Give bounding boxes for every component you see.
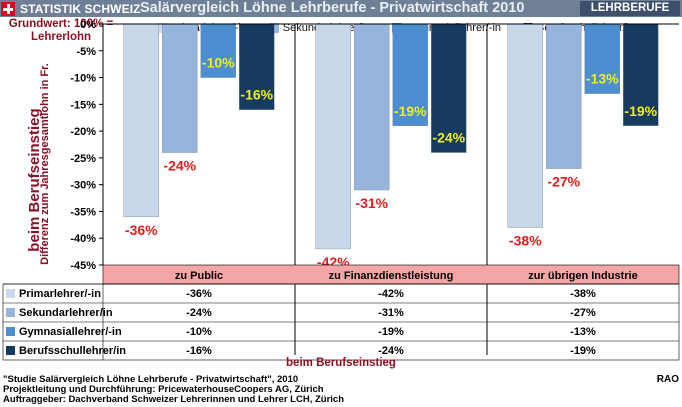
table-cell: -24% bbox=[378, 345, 404, 357]
y-tick-label: -45% bbox=[70, 260, 96, 272]
footer-line-3: Auftraggeber: Dachverband Schweizer Lehr… bbox=[3, 394, 345, 405]
category-label: zu Finanzdienstleistung bbox=[329, 270, 454, 282]
table-cell: -19% bbox=[378, 326, 404, 338]
legend-swatch bbox=[157, 23, 167, 33]
bar bbox=[123, 23, 159, 218]
bar bbox=[546, 23, 582, 169]
top-bar bbox=[0, 0, 682, 17]
footer-line-1: "Studie Salärvergleich Löhne Lehrberufe … bbox=[3, 374, 299, 385]
table-row-swatch bbox=[6, 327, 15, 336]
brand: STATISTIK SCHWEIZ bbox=[0, 0, 141, 17]
table-cell: -24% bbox=[186, 307, 212, 319]
footer: "Studie Salärvergleich Löhne Lehrberufe … bbox=[3, 375, 344, 405]
x-axis-label: beim Berufseinstieg bbox=[286, 357, 396, 369]
data-label: -24% bbox=[432, 130, 465, 146]
table-row-label: Gymnasiallehrer/-in bbox=[19, 326, 122, 338]
table-cell: -13% bbox=[570, 326, 596, 338]
bar bbox=[162, 23, 198, 153]
chart-title: Salärvergleich Löhne Lehrberufe - Privat… bbox=[140, 0, 525, 16]
table-cell: -27% bbox=[570, 307, 596, 319]
swiss-flag-icon bbox=[1, 1, 15, 16]
basis-note: Grundwert: 100% = Lehrerlohn bbox=[8, 18, 114, 43]
y-tick-label: -25% bbox=[70, 153, 96, 165]
data-label: -19% bbox=[394, 103, 427, 119]
section-badge: LEHRBERUFE bbox=[580, 1, 680, 16]
data-label: -10% bbox=[202, 55, 235, 71]
data-label: -24% bbox=[163, 158, 196, 174]
table-cell: -42% bbox=[378, 288, 404, 300]
table-row-swatch bbox=[6, 308, 15, 317]
table-cell: -19% bbox=[570, 345, 596, 357]
data-label: -36% bbox=[125, 222, 158, 238]
y-tick-label: -35% bbox=[70, 206, 96, 218]
category-label: zu Public bbox=[175, 270, 223, 282]
data-label: -31% bbox=[355, 195, 388, 211]
y-tick-label: -5% bbox=[76, 46, 96, 58]
y-tick-label: -40% bbox=[70, 233, 96, 245]
bar bbox=[315, 23, 351, 250]
y-tick-label: -20% bbox=[70, 126, 96, 138]
table-cell: -36% bbox=[186, 288, 212, 300]
table-row-swatch bbox=[6, 289, 15, 298]
table-row-swatch bbox=[6, 346, 15, 355]
table-cell: -10% bbox=[186, 326, 212, 338]
table-cell: -38% bbox=[570, 288, 596, 300]
y-tick-label: -15% bbox=[70, 99, 96, 111]
brand-label: STATISTIK SCHWEIZ bbox=[20, 1, 141, 16]
table-cell: -31% bbox=[378, 307, 404, 319]
table-row-label: Sekundarlehrer/in bbox=[19, 307, 113, 319]
data-label: -16% bbox=[240, 87, 273, 103]
y-tick-label: -10% bbox=[70, 73, 96, 85]
bar bbox=[239, 23, 275, 110]
table-row-label: Primarlehrer/-in bbox=[19, 288, 101, 300]
bar bbox=[392, 23, 428, 126]
category-label: zur übrigen Industrie bbox=[528, 270, 637, 282]
bar bbox=[354, 23, 390, 191]
table-cell: -16% bbox=[186, 345, 212, 357]
data-label: -19% bbox=[624, 103, 657, 119]
footer-line-2: Projektleitung und Durchführung: Pricewa… bbox=[3, 384, 324, 395]
bar bbox=[584, 23, 620, 94]
bar bbox=[200, 23, 236, 78]
data-label: -27% bbox=[547, 174, 580, 190]
table-row-label: Berufsschullehrer/in bbox=[19, 345, 126, 357]
y-tick-label: 0% bbox=[80, 19, 96, 31]
data-label: -13% bbox=[586, 71, 619, 87]
data-label: -38% bbox=[509, 233, 542, 249]
footer-tag: RAO bbox=[656, 374, 679, 385]
bar bbox=[507, 23, 543, 228]
y-tick-label: -30% bbox=[70, 180, 96, 192]
bar bbox=[623, 23, 659, 126]
